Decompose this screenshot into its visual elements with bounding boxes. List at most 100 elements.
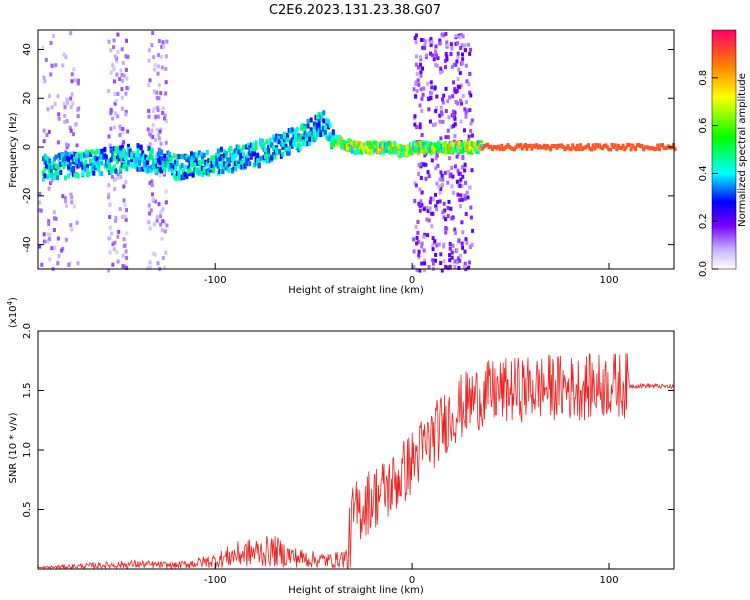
- spectrogram-cell: [579, 143, 583, 148]
- spectrogram-cell: [74, 164, 78, 169]
- spectrogram-cell: [447, 115, 451, 120]
- spectrogram-cell: [380, 141, 384, 146]
- spectrogram-cell: [464, 100, 468, 105]
- spectrogram-cell: [152, 161, 156, 167]
- spectrogram-cell: [49, 168, 53, 174]
- spectrogram-cell: [590, 147, 594, 152]
- spectrogram-cell: [122, 237, 126, 242]
- spectrogram-cell: [640, 143, 644, 148]
- spectrogram-cell: [161, 256, 165, 261]
- spectrogram-cell: [42, 128, 46, 133]
- spectrogram-cell: [423, 261, 427, 266]
- spectrogram-cell: [428, 206, 432, 211]
- spectrogram-cell: [478, 141, 482, 147]
- spectrogram-cell: [114, 98, 118, 103]
- spectrogram-cell: [155, 218, 159, 223]
- spectrogram-cell: [456, 152, 460, 157]
- spectrogram-cell: [412, 87, 416, 92]
- spectrogram-cell: [379, 146, 382, 152]
- spectrogram-cell: [539, 145, 543, 150]
- spectrogram-cell: [353, 149, 357, 155]
- spectrogram-cell: [67, 164, 71, 170]
- spectrogram-cell: [416, 140, 420, 146]
- spectrogram-cell: [69, 223, 73, 228]
- spectrogram-cell: [451, 94, 455, 99]
- spectrogram-cell: [448, 258, 452, 263]
- spectrogram-cell: [164, 158, 168, 164]
- spectrogram-cell: [150, 128, 154, 133]
- spectrogram-cell: [82, 152, 86, 158]
- spectrogram-cell: [101, 154, 105, 160]
- spectrogram-cell: [120, 95, 124, 100]
- spectrogram-cell: [410, 147, 414, 153]
- spectrogram-cell: [116, 91, 120, 96]
- spectrogram-cell: [629, 147, 633, 152]
- spectrogram-cell: [123, 264, 127, 269]
- spectrogram-cell: [353, 140, 357, 146]
- spectrogram-cell: [405, 153, 409, 158]
- spectrogram-cell: [124, 54, 128, 59]
- spectrogram-cell: [152, 222, 156, 227]
- spectrogram-cell: [95, 163, 99, 169]
- spectrogram-cell: [92, 161, 96, 167]
- spectrogram-cell: [67, 173, 71, 179]
- spectrogram-cell: [450, 46, 454, 51]
- spectrogram-cell: [179, 165, 182, 171]
- spectrogram-cell: [605, 145, 609, 150]
- spectrogram-cell: [164, 67, 168, 71]
- spectrogram-cell: [48, 163, 52, 169]
- spectrogram-xlabel: Height of straight line (km): [288, 285, 424, 296]
- spectrogram-cell: [60, 248, 63, 253]
- spectrogram-cell: [316, 122, 319, 128]
- spectrogram-cell: [160, 227, 164, 232]
- spectrogram-cell: [418, 103, 422, 108]
- spectrogram-cell: [48, 158, 52, 164]
- spectrogram-cell: [444, 217, 448, 222]
- spectrogram-cell: [414, 40, 418, 45]
- spectrogram-cell: [53, 245, 57, 250]
- spectrogram-cell: [271, 145, 275, 151]
- spectrogram-cell: [469, 205, 473, 210]
- spectrogram-cell: [459, 119, 463, 124]
- spectrogram-cell: [76, 80, 80, 85]
- spectrogram-cell: [172, 164, 176, 170]
- spectrogram-cell: [70, 195, 74, 200]
- spectrogram-cell: [212, 167, 216, 173]
- spectrogram-cell: [185, 173, 189, 179]
- spectrogram-cell: [199, 152, 203, 158]
- spectrogram-cell: [282, 134, 286, 140]
- spectrogram-cell: [461, 93, 465, 98]
- spectrogram-cell: [322, 118, 326, 124]
- spectrogram-cell: [151, 192, 154, 197]
- spectrogram-cell: [476, 145, 480, 151]
- spectrogram-cell: [152, 158, 156, 164]
- spectrogram-cell: [150, 183, 154, 187]
- spectrogram-cell: [107, 39, 111, 44]
- spectrogram-cell: [549, 147, 553, 152]
- spectrogram-cell: [446, 206, 450, 210]
- spectrogram-cell: [413, 36, 417, 40]
- spectrogram-cell: [50, 178, 54, 183]
- spectrogram-cell: [208, 158, 212, 164]
- spectrogram-cell: [114, 177, 118, 182]
- spectrogram-cell: [330, 143, 334, 149]
- spectrogram-cell: [423, 258, 427, 263]
- spectrogram-cell: [319, 126, 323, 132]
- spectrogram-cell: [323, 129, 327, 135]
- spectrogram-cell: [256, 153, 260, 159]
- spectrogram-cell: [121, 264, 125, 269]
- spectrogram-cell: [588, 146, 592, 151]
- spectrogram-cell: [457, 266, 461, 270]
- spectrogram-cell: [450, 255, 454, 260]
- spectrogram-cell: [169, 156, 173, 162]
- spectrogram-cell: [279, 153, 283, 159]
- spectrogram-cell: [122, 148, 126, 153]
- spectrogram-cell: [452, 109, 456, 114]
- spectrogram-cell: [428, 200, 432, 205]
- spectrogram-cell: [122, 73, 126, 78]
- spectrogram-cell: [64, 154, 67, 160]
- spectrogram-cell: [415, 241, 419, 246]
- spectrogram-cell: [117, 156, 121, 162]
- spectrogram-cell: [151, 197, 155, 202]
- spectrogram-cell: [116, 234, 120, 239]
